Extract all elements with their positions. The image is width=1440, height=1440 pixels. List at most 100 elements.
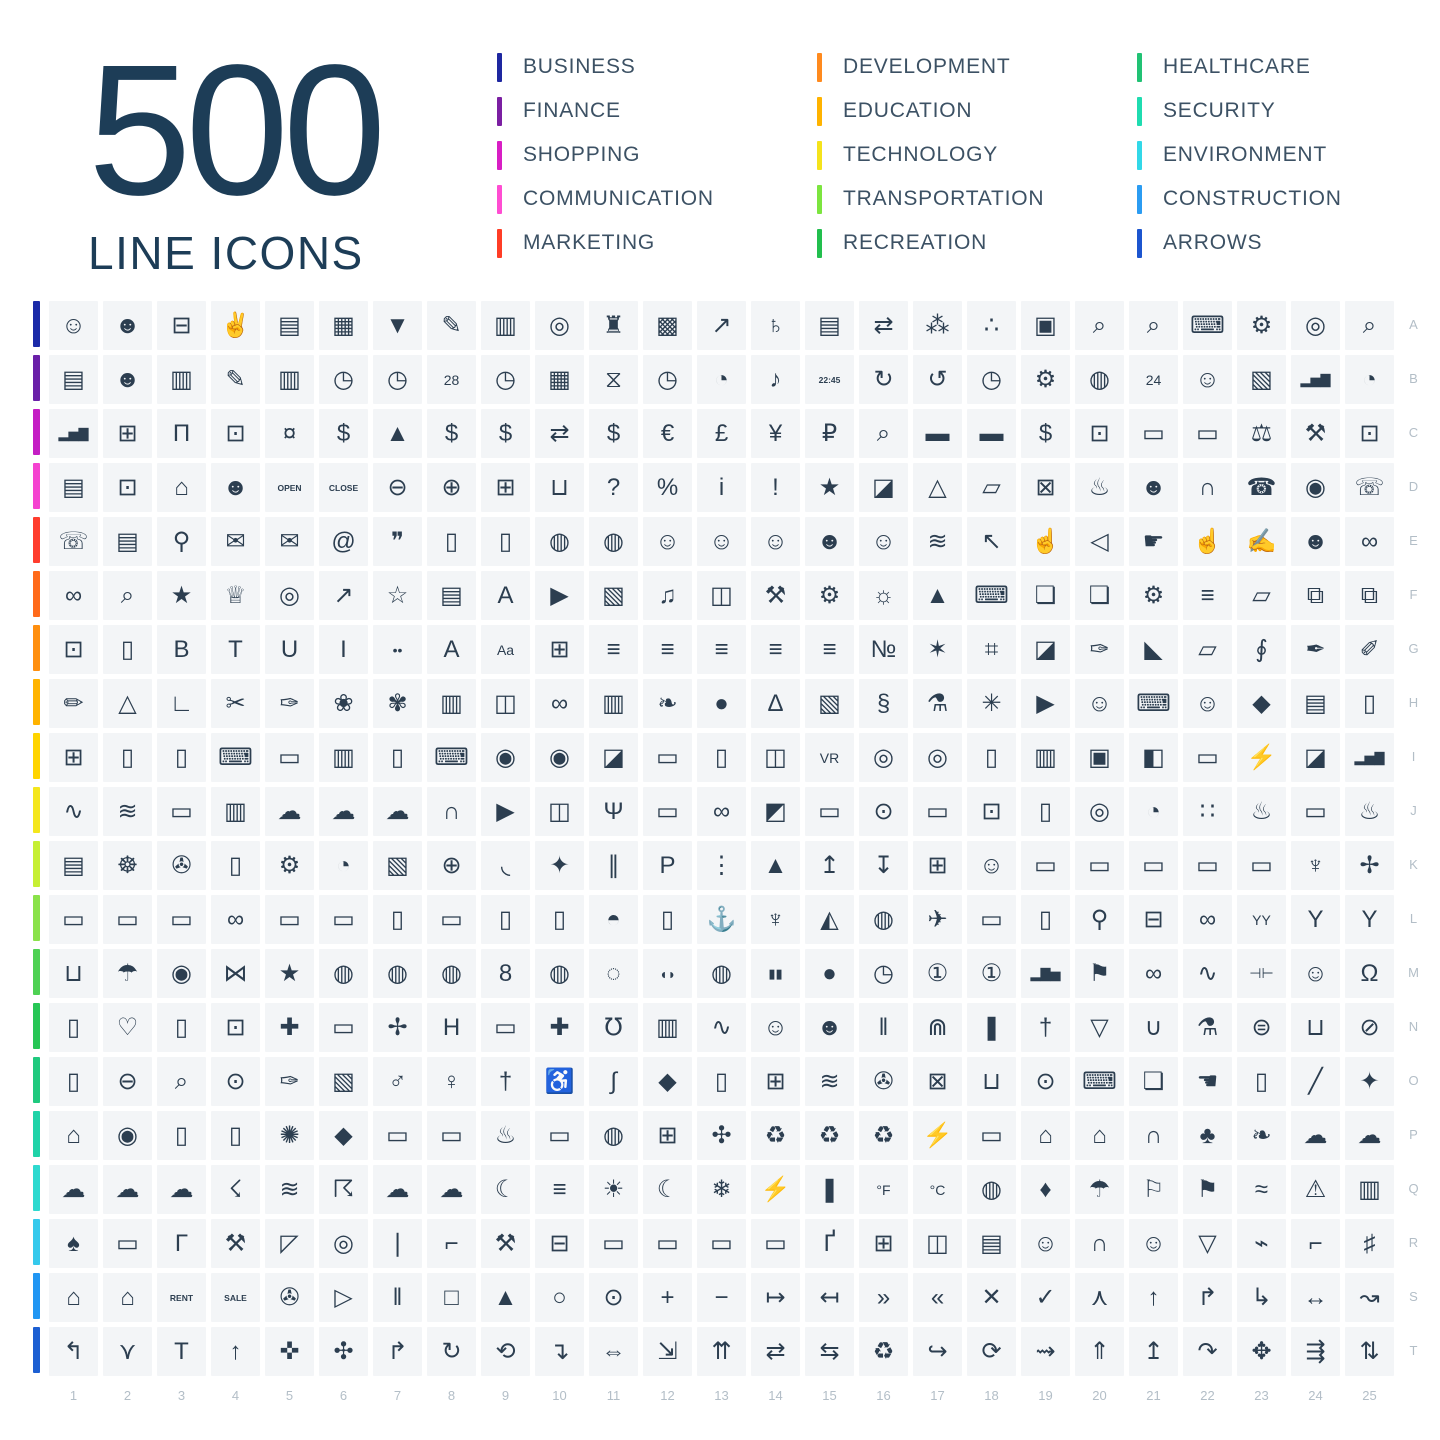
online-resume-icon: ⌨ [1183, 301, 1232, 350]
diverge-up-icon: ⇈ [697, 1327, 746, 1376]
cpu-chip-icon: ⊞ [49, 733, 98, 782]
male-symbol-icon: ♂ [373, 1057, 422, 1106]
wrench-icon: ⌐ [427, 1219, 476, 1268]
column-number-18: 18 [984, 1388, 999, 1403]
swap-arrows-icon: ⇄ [751, 1327, 800, 1376]
shopping-bag-icon: ▱ [967, 463, 1016, 512]
row-letter-T: T [1409, 1342, 1419, 1358]
time-refresh-icon: ↻ [859, 355, 908, 404]
home-control-app-icon: ▯ [211, 1111, 260, 1160]
hourglass-icon: ⧖ [589, 355, 638, 404]
feather-quill-icon: ❧ [643, 679, 692, 728]
brick-wall-icon: ▤ [967, 1219, 1016, 1268]
medicine-glass-icon: ⊔ [1291, 1003, 1340, 1052]
id-card-icon: ▤ [49, 355, 98, 404]
credit-cards-icon: ▭ [1129, 409, 1178, 458]
file-sync-icon: ⧉ [1291, 571, 1340, 620]
row-color-bar [33, 301, 40, 1381]
sim-card-icon: ◪ [1291, 733, 1340, 782]
auction-gavel-icon: ⚒ [1291, 409, 1340, 458]
shop-assistant-icon: ☻ [1129, 463, 1178, 512]
fuel-pump-icon: ▯ [211, 841, 260, 890]
syringe-icon: † [1021, 1003, 1070, 1052]
foot-care-icon: ∫ [589, 1057, 638, 1106]
digital-clock-icon: 22:45 [805, 355, 854, 404]
icon-grid: ☺ ☻ ⊟ ✌ ▤ ▦ ▼ ✎ ▥ ◎ ♜ ▩ ↗ ♄ ▤ ⇄ ⁂ ∴ ▣ ⌕ ⌕ ⌨ ⚙ ◎ ⌕ ▤ ☻ ▥ ✎ ▥ ◷ ◷ 28 ◷ ▦ ⧖ ◷ ◔ ♪… [49, 301, 1394, 1376]
eco-flame-icon: ♨ [481, 1111, 530, 1160]
hospital-sign-icon: H [427, 1003, 476, 1052]
eraser-icon: ▱ [1183, 625, 1232, 674]
stethoscope-icon: ℧ [589, 1003, 638, 1052]
wifi-icon: ≋ [103, 787, 152, 836]
checkmark-icon: ✓ [1021, 1273, 1070, 1322]
radiator-icon: ▥ [1345, 1165, 1394, 1214]
lifebuoy-icon: ◉ [1291, 463, 1340, 512]
browser-settings-icon: ⚙ [1129, 571, 1178, 620]
sun-cloud-icon: ☁ [1291, 1111, 1340, 1160]
binders-icon: ▥ [481, 301, 530, 350]
equalizer-icon: ≡ [1183, 571, 1232, 620]
save-floppy-icon: ⊡ [49, 625, 98, 674]
legend-item-environment: ENVIRONMENT [1137, 140, 1342, 170]
night-cloud-icon: ☾ [481, 1165, 530, 1214]
record-icon: ○ [535, 1273, 584, 1322]
cctv-camera-icon: ◉ [103, 1111, 152, 1160]
fonts-icon: Aa [481, 625, 530, 674]
move-all-icon: ✥ [1237, 1327, 1286, 1376]
column-number-14: 14 [768, 1388, 783, 1403]
star-badge-icon: ★ [157, 571, 206, 620]
video-lesson-icon: ▶ [1021, 679, 1070, 728]
traffic-cone-icon: ▲ [751, 841, 800, 890]
planet-earth-icon: ◍ [589, 1111, 638, 1160]
legend-item-education: EDUCATION [817, 96, 1044, 126]
calendar-time-icon: ◷ [481, 355, 530, 404]
solar-panel-icon: ⊞ [643, 1111, 692, 1160]
necktie-icon: ▼ [373, 301, 422, 350]
robot-vacuum-icon: ◎ [1075, 787, 1124, 836]
legend-color-bar [1137, 184, 1142, 214]
column-number-4: 4 [231, 1388, 240, 1403]
wine-glass-icon: Y [1291, 895, 1340, 944]
globe-icon: ◍ [535, 517, 584, 566]
crossroads-icon: ✜ [265, 1327, 314, 1376]
coin-stack-icon: $ [1021, 409, 1070, 458]
cloud-weather-icon: ☁ [1345, 1111, 1394, 1160]
eye-icon: ⊙ [211, 1057, 260, 1106]
bus-front-icon: ▯ [373, 895, 422, 944]
cart-add-icon: ⊕ [427, 463, 476, 512]
award-ribbon-icon: ① [967, 949, 1016, 998]
test-tube-icon: ∪ [1129, 1003, 1178, 1052]
rocket-launch-icon: ▲ [913, 571, 962, 620]
pencil-icon: ✏ [49, 679, 98, 728]
house-key-icon: ✇ [265, 1273, 314, 1322]
dental-tools-icon: ‖ [859, 1003, 908, 1052]
quality-badge-icon: ★ [805, 463, 854, 512]
storefront-icon: ⌂ [157, 463, 206, 512]
ruler-icon: ∟ [157, 679, 206, 728]
calendar-icon: ▦ [535, 355, 584, 404]
notes-edit-icon: ✎ [211, 355, 260, 404]
two-way-arrow-icon: ⇔ [589, 1327, 638, 1376]
snorkel-mask-icon: ◉ [157, 949, 206, 998]
at-sign-icon: @ [319, 517, 368, 566]
row-letter-J: J [1410, 802, 1418, 818]
suitcase-icon: ⊟ [1129, 895, 1178, 944]
concrete-mixer-icon: ▭ [751, 1219, 800, 1268]
businessman-icon: ☺ [49, 301, 98, 350]
flashlight-icon: ✦ [1345, 1057, 1394, 1106]
pause-icon: ‖ [373, 1273, 422, 1322]
airplane-icon: ✈ [913, 895, 962, 944]
microphone-icon: Ψ [589, 787, 638, 836]
row-letter-O: O [1408, 1072, 1420, 1088]
anchor-icon: ⚓ [697, 895, 746, 944]
legend-label: CONSTRUCTION [1163, 187, 1342, 210]
usb-drive-icon: ▭ [643, 733, 692, 782]
helicopter-icon: ✢ [1345, 841, 1394, 890]
row-color-segment-L [33, 895, 40, 941]
road-icon: ∥ [589, 841, 638, 890]
legend-item-recreation: RECREATION [817, 228, 1044, 258]
wheelchair-icon: ♿ [535, 1057, 584, 1106]
numbered-list-icon: № [859, 625, 908, 674]
hammer-icon: ⚒ [211, 1219, 260, 1268]
dumbbell-icon: ⊣⊢ [1237, 949, 1286, 998]
